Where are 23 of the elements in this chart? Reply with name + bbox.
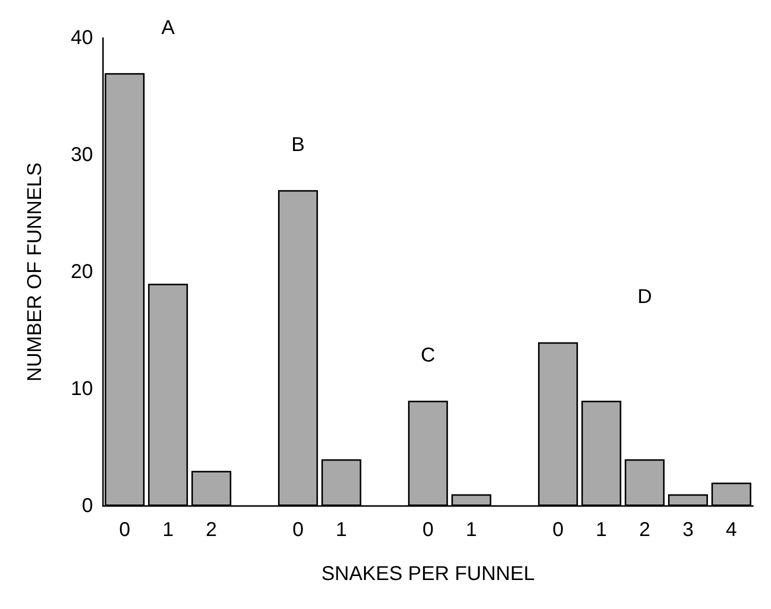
- x-tick-label: 2: [206, 519, 217, 541]
- y-tick-label: 40: [70, 27, 93, 49]
- x-tick-label: 0: [292, 519, 304, 541]
- y-tick-label: 10: [70, 378, 93, 400]
- x-tick-label: 0: [422, 519, 434, 541]
- x-tick-label: 4: [726, 519, 737, 541]
- x-tick-label: 1: [162, 519, 174, 541]
- x-tick-label: 1: [336, 519, 347, 541]
- y-tick-label: 20: [70, 261, 93, 283]
- annotation: B: [291, 134, 305, 156]
- annotation: C: [420, 344, 436, 367]
- annotation: A: [161, 17, 176, 40]
- x-axis-title: SNAKES PER FUNNEL: [321, 563, 535, 585]
- x-tick-label: 1: [466, 519, 477, 541]
- y-axis-title: NUMBER OF FUNNELS: [24, 162, 46, 382]
- y-tick-label: 0: [82, 495, 93, 517]
- x-tick-label: 2: [639, 519, 650, 541]
- annotation: D: [637, 286, 652, 308]
- x-tick-label: 0: [552, 519, 564, 541]
- x-tick-label: 1: [596, 519, 607, 541]
- x-tick-label: 0: [119, 519, 130, 541]
- y-tick-label: 30: [70, 144, 93, 166]
- x-tick-label: 3: [682, 519, 694, 541]
